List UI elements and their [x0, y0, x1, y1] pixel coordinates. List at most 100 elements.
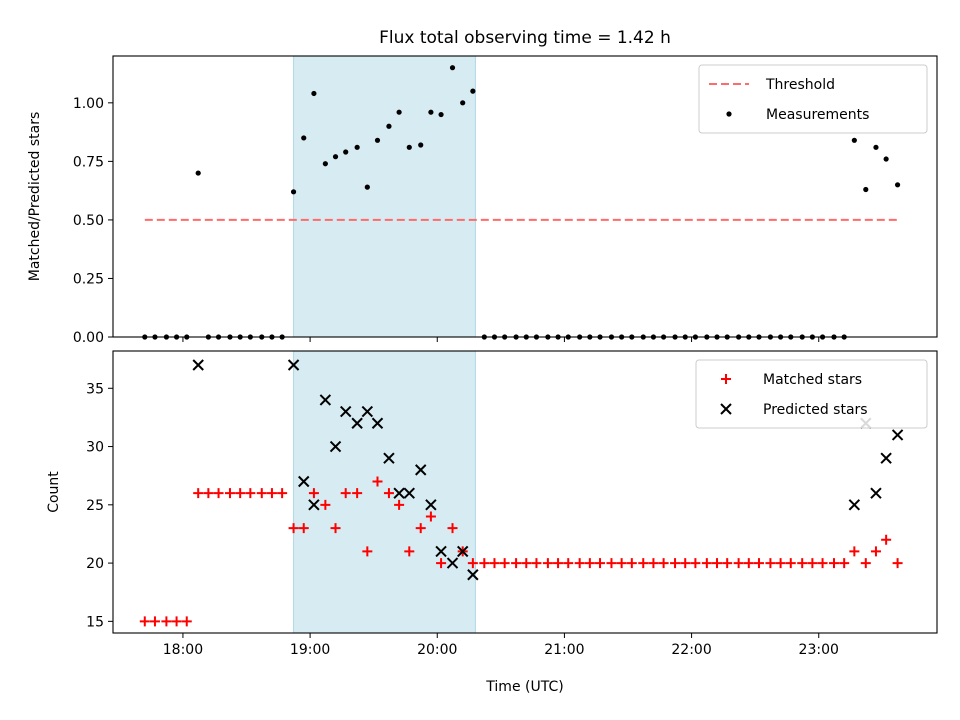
data-point	[308, 499, 320, 511]
data-point	[290, 189, 297, 195]
axes-frame	[112, 55, 938, 338]
data-point	[311, 90, 317, 97]
data-point	[396, 109, 402, 115]
data-point	[329, 440, 342, 453]
data-point	[393, 487, 405, 499]
y-tick-label: 20	[86, 556, 104, 572]
data-point	[139, 616, 150, 627]
legend-label: Threshold	[765, 77, 835, 93]
legend-item: Threshold	[709, 77, 835, 93]
data-point	[256, 488, 267, 499]
data-point	[467, 569, 479, 581]
data-point	[467, 558, 478, 569]
data-point	[436, 558, 447, 569]
data-point	[470, 88, 476, 94]
data-point	[438, 111, 444, 118]
data-point	[332, 154, 339, 160]
data-point	[235, 488, 246, 499]
y-tick-label: 25	[86, 498, 104, 514]
data-point	[870, 487, 882, 499]
data-point	[446, 557, 459, 569]
data-point	[499, 558, 510, 569]
axes-frame	[112, 350, 938, 634]
data-point	[301, 135, 307, 141]
y-tick-label: 0.50	[73, 213, 104, 229]
data-point	[563, 558, 574, 569]
data-point	[415, 464, 427, 476]
data-point	[817, 558, 828, 569]
data-point	[372, 476, 383, 487]
data-point	[851, 137, 857, 143]
data-point	[701, 558, 712, 569]
top-panel: 0.00 0.25 0.50 0.75 1.00 Matched/Predicted st…	[27, 55, 938, 346]
data-point	[193, 488, 204, 499]
data-point	[161, 616, 172, 627]
data-point	[386, 123, 392, 129]
data-point	[415, 523, 426, 534]
data-point	[722, 558, 733, 569]
data-point	[203, 488, 214, 499]
data-point	[406, 144, 412, 150]
data-point	[339, 405, 352, 418]
legend-box	[695, 359, 928, 429]
data-point	[765, 558, 776, 569]
data-point	[298, 523, 309, 534]
data-point	[870, 546, 881, 557]
data-point	[364, 184, 370, 190]
data-point	[213, 488, 224, 499]
data-point	[362, 546, 373, 557]
data-point	[435, 545, 447, 558]
data-point	[418, 142, 424, 148]
x-tick-label: 20:00	[417, 642, 457, 658]
legend-item: Measurements	[726, 107, 869, 123]
y-tick-label: 1.00	[73, 96, 104, 112]
legend-item: Matched stars	[721, 372, 862, 388]
data-point	[743, 558, 754, 569]
y-tick-label: 0.00	[73, 330, 104, 346]
data-point	[584, 558, 595, 569]
series-matched-stars	[139, 476, 903, 627]
chart-title: Flux total observing time = 1.42 h	[379, 28, 671, 48]
data-point	[192, 359, 204, 371]
data-point	[149, 616, 160, 627]
data-point	[670, 558, 681, 569]
legend: Matched stars Predicted stars	[695, 359, 928, 429]
data-point	[880, 452, 892, 464]
data-point	[553, 558, 564, 569]
data-point	[428, 109, 434, 115]
data-point	[511, 558, 522, 569]
data-point	[690, 558, 701, 569]
y-axis-label: Matched/Predicted stars	[27, 112, 43, 282]
data-point	[881, 534, 892, 545]
data-point	[425, 499, 437, 511]
data-point	[542, 558, 553, 569]
y-tick-label: 30	[86, 440, 104, 456]
data-point	[860, 558, 871, 569]
data-point	[829, 558, 839, 569]
y-tick-label: 35	[86, 381, 104, 397]
x-tick-label: 21:00	[544, 642, 584, 658]
legend-label: Predicted stars	[763, 402, 868, 418]
data-point	[680, 558, 691, 569]
data-point	[354, 144, 360, 150]
y-axis-label: Count	[46, 471, 62, 513]
data-point	[839, 558, 850, 569]
data-point	[308, 488, 319, 499]
data-point	[891, 429, 904, 441]
data-point	[298, 475, 310, 488]
legend-marker	[721, 374, 731, 384]
data-point	[785, 558, 796, 569]
data-point	[383, 488, 394, 499]
data-point	[606, 558, 617, 569]
data-point	[361, 405, 374, 418]
data-point	[245, 488, 256, 499]
data-point	[404, 546, 415, 557]
data-point	[320, 499, 331, 510]
data-point	[733, 558, 744, 569]
x-tick-label: 23:00	[799, 642, 839, 658]
legend: Threshold Measurements	[698, 64, 928, 134]
data-point	[658, 558, 669, 569]
data-point	[343, 149, 349, 155]
data-point	[648, 558, 659, 569]
